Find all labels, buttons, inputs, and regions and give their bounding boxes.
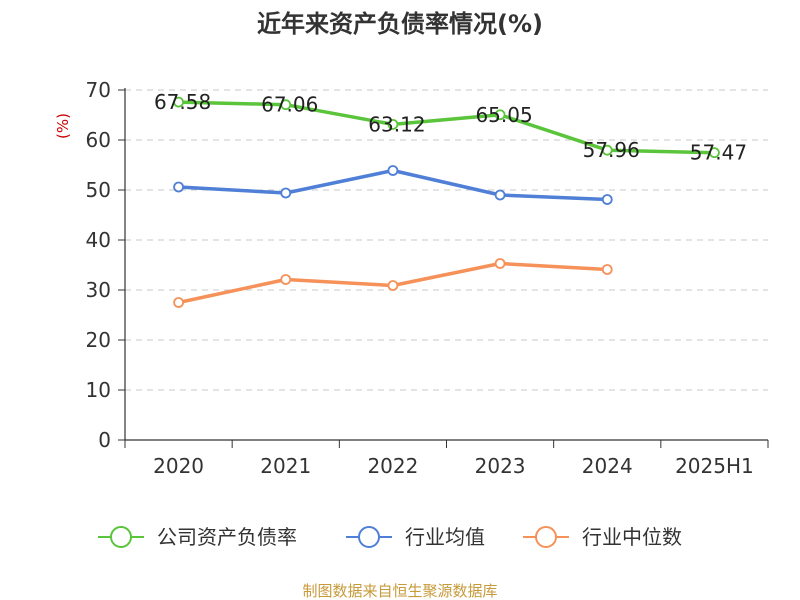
grid bbox=[125, 89, 768, 391]
series bbox=[173, 96, 720, 308]
y-tick-label-30: 30 bbox=[86, 278, 111, 302]
x-tick-label-2024: 2024 bbox=[582, 454, 633, 478]
series-2-point-0 bbox=[173, 297, 184, 308]
x-tick-label-2020: 2020 bbox=[153, 454, 204, 478]
series-2-point-1 bbox=[280, 274, 292, 285]
legend-label-1: 行业均值 bbox=[405, 525, 485, 549]
legend-item-2: 行业中位数 bbox=[523, 525, 682, 549]
y-tick-label-50: 50 bbox=[86, 178, 111, 202]
x-tick-label-2022: 2022 bbox=[367, 454, 418, 478]
legend: 公司资产负债率 行业均值 行业中位数 bbox=[98, 525, 682, 549]
y-tick-label-20: 20 bbox=[86, 328, 111, 352]
source-note: 制图数据来自恒生聚源数据库 bbox=[302, 582, 497, 600]
series-1-point-4 bbox=[601, 194, 613, 205]
data-labels: 67.58 67.06 63.12 65.05 57.96 57.47 bbox=[154, 90, 747, 165]
legend-item-1: 行业均值 bbox=[346, 525, 485, 549]
axes: 0 10 20 30 40 50 60 70 2020 2021 2022 2023 2024 2025H… bbox=[86, 78, 769, 478]
legend-item-0: 公司资产负债率 bbox=[98, 525, 297, 549]
y-axis-label: (%) bbox=[54, 113, 72, 139]
series-2-point-2 bbox=[387, 280, 399, 291]
legend-swatch-marker-2 bbox=[535, 526, 557, 548]
data-label-1: 67.06 bbox=[261, 93, 318, 117]
data-label-4: 57.96 bbox=[583, 138, 640, 162]
data-label-2: 63.12 bbox=[368, 112, 425, 136]
legend-swatch-marker-1 bbox=[358, 526, 380, 548]
series-2 bbox=[173, 258, 613, 308]
data-label-3: 65.05 bbox=[475, 103, 532, 127]
series-0-point-1 bbox=[280, 99, 292, 111]
x-tick-label-2021: 2021 bbox=[260, 454, 311, 478]
legend-label-2: 行业中位数 bbox=[582, 525, 682, 549]
series-1-point-1 bbox=[280, 187, 292, 199]
data-label-0: 67.58 bbox=[154, 90, 211, 114]
series-1-point-3 bbox=[494, 189, 506, 201]
series-1-point-0 bbox=[173, 181, 184, 193]
series-0-point-4 bbox=[601, 144, 613, 156]
series-line-0 bbox=[176, 100, 717, 155]
x-tick-label-2023: 2023 bbox=[475, 454, 526, 478]
x-tick-label-2025H1: 2025H1 bbox=[675, 454, 754, 478]
y-tick-label-60: 60 bbox=[86, 128, 111, 152]
chart-title: 近年来资产负债率情况(%) bbox=[257, 10, 543, 38]
series-0-point-3 bbox=[494, 109, 506, 121]
data-label-5: 57.47 bbox=[690, 141, 747, 165]
series-0-point-0 bbox=[173, 96, 184, 108]
series-1-point-2 bbox=[387, 165, 399, 176]
legend-label-0: 公司资产负债率 bbox=[157, 525, 297, 549]
series-2-point-4 bbox=[601, 264, 613, 275]
y-tick-label-0: 0 bbox=[98, 428, 111, 452]
series-1 bbox=[173, 165, 613, 205]
series-0 bbox=[173, 96, 720, 159]
y-tick-label-10: 10 bbox=[86, 378, 111, 402]
series-2-point-3 bbox=[494, 258, 506, 269]
series-0-point-2 bbox=[387, 119, 399, 130]
y-tick-label-40: 40 bbox=[86, 228, 111, 252]
legend-swatch-marker-0 bbox=[110, 526, 132, 548]
y-tick-label-70: 70 bbox=[86, 78, 111, 102]
series-0-point-5 bbox=[709, 147, 720, 159]
